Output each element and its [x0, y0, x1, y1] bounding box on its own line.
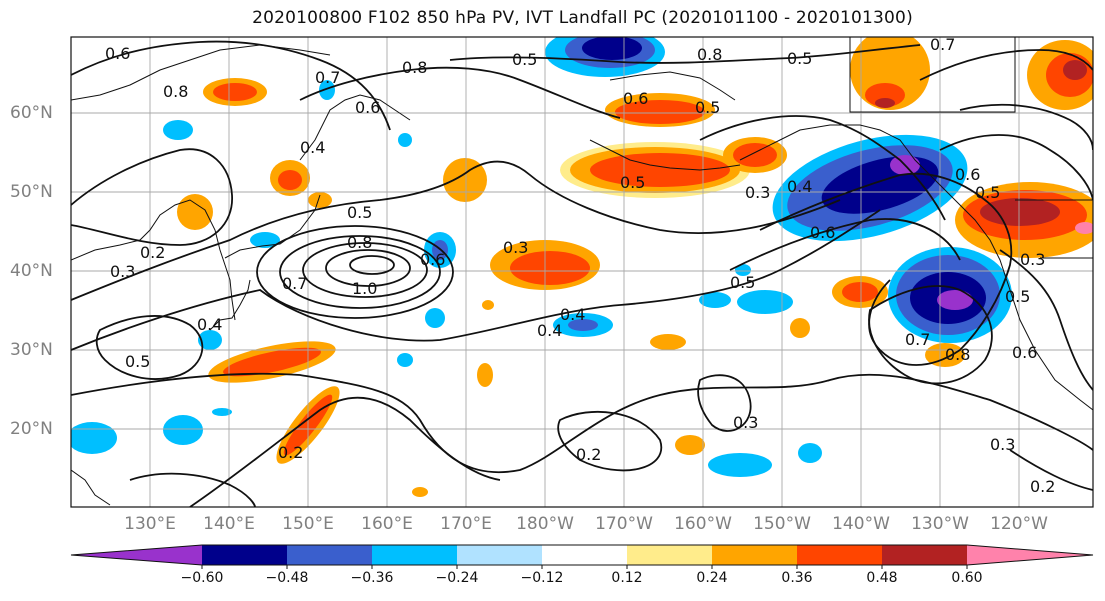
- contour-label: 0.4: [537, 321, 562, 340]
- contour-label: 0.8: [945, 345, 970, 364]
- lon-label: 130°E: [124, 514, 176, 534]
- pv-contours: [71, 40, 1093, 507]
- colorbar-segment: [797, 545, 882, 565]
- contour-label: 0.7: [905, 330, 930, 349]
- lat-label-30n: 30°N: [10, 340, 53, 360]
- colorbar-tick-label: −0.36: [350, 570, 394, 586]
- lon-label: 140°W: [832, 514, 890, 534]
- lon-label: 150°W: [753, 514, 811, 534]
- contour-label: 0.3: [745, 183, 770, 202]
- lat-label-50n: 50°N: [10, 182, 53, 202]
- colorbar-max-triangle: [967, 545, 1093, 565]
- colorbar-segment: [202, 545, 287, 565]
- colorbar-tick-label: −0.12: [520, 570, 564, 586]
- lon-label: 140°E: [203, 514, 255, 534]
- lat-label-60n: 60°N: [10, 103, 53, 123]
- contour-label: 0.8: [347, 233, 372, 252]
- contour-labels: 0.6 0.8 0.7 0.5 0.8 0.5 0.8 0.7 0.6 0.4 …: [105, 35, 1055, 496]
- colorbar-segment: [542, 545, 627, 565]
- contour-label: 0.8: [697, 45, 722, 64]
- lon-label: 160°W: [674, 514, 732, 534]
- contour-label: 0.6: [420, 250, 445, 269]
- contour-label: 0.2: [140, 243, 165, 262]
- colorbar-tick-label: −0.48: [265, 570, 309, 586]
- contour-label: 0.3: [503, 238, 528, 257]
- contour-label: 0.6: [355, 98, 380, 117]
- contour-label: 0.4: [787, 177, 812, 196]
- contour-label: 0.3: [110, 262, 135, 281]
- colorbar-segment: [712, 545, 797, 565]
- lon-label: 160°E: [361, 514, 413, 534]
- contour-label: 0.6: [105, 44, 130, 63]
- contour-label: 0.6: [955, 165, 980, 184]
- colorbar-segment: [287, 545, 372, 565]
- contour-label: 0.8: [402, 58, 427, 77]
- colorbar-tick-label: −0.60: [180, 570, 224, 586]
- colorbar-tick-label: 0.60: [951, 570, 983, 586]
- contour-label: 0.4: [560, 305, 585, 324]
- colorbar-tick-label: 0.12: [611, 570, 643, 586]
- contour-label: 0.5: [695, 98, 720, 117]
- lon-label: 170°W: [595, 514, 653, 534]
- lon-label: 130°W: [911, 514, 969, 534]
- contour-label: 0.5: [347, 203, 372, 222]
- contour-label: 0.7: [282, 274, 307, 293]
- contour-label: 0.5: [975, 183, 1000, 202]
- contour-label: 0.4: [197, 315, 222, 334]
- contour-label: 1.0: [352, 279, 377, 298]
- lon-label: 120°W: [990, 514, 1048, 534]
- colorbar-segment: [882, 545, 967, 565]
- lon-label: 150°E: [282, 514, 334, 534]
- colorbar-segment: [627, 545, 712, 565]
- contour-label: 0.2: [278, 443, 303, 462]
- contour-label: 0.3: [1020, 250, 1045, 269]
- colorbar: [70, 544, 1094, 569]
- contour-label: 0.7: [930, 35, 955, 54]
- contour-label: 0.3: [733, 413, 758, 432]
- contour-label: 0.2: [1030, 477, 1055, 496]
- colorbar-tick-label: 0.24: [696, 570, 728, 586]
- contour-label: 0.5: [125, 352, 150, 371]
- contour-label: 0.3: [990, 435, 1015, 454]
- contour-label: 0.5: [787, 49, 812, 68]
- contour-label: 0.5: [730, 273, 755, 292]
- colorbar-tick-label: −0.24: [435, 570, 479, 586]
- colorbar-tick-label: 0.36: [781, 570, 813, 586]
- colorbar-segment: [457, 545, 542, 565]
- map-frame: [70, 36, 1094, 508]
- contour-label: 0.5: [620, 173, 645, 192]
- colorbar-segment: [372, 545, 457, 565]
- lat-label-20n: 20°N: [10, 419, 53, 439]
- coastlines: [71, 37, 1093, 506]
- contour-label: 0.2: [576, 445, 601, 464]
- contour-label: 0.6: [623, 89, 648, 108]
- colorbar-tick-label: 0.48: [866, 570, 898, 586]
- chart-title: 2020100800 F102 850 hPa PV, IVT Landfall…: [252, 8, 913, 28]
- contour-label: 0.7: [315, 68, 340, 87]
- contour-label: 0.5: [1005, 287, 1030, 306]
- contour-label: 0.8: [163, 82, 188, 101]
- colorbar-min-triangle: [71, 545, 202, 565]
- contour-label: 0.4: [300, 138, 325, 157]
- lat-label-40n: 40°N: [10, 261, 53, 281]
- contour-label: 0.6: [1012, 343, 1037, 362]
- lon-label: 170°E: [440, 514, 492, 534]
- contour-label: 0.6: [810, 223, 835, 242]
- lon-label: 180°W: [516, 514, 574, 534]
- map-content: 0.6 0.8 0.7 0.5 0.8 0.5 0.8 0.7 0.6 0.4 …: [71, 35, 1093, 507]
- contour-label: 0.5: [512, 50, 537, 69]
